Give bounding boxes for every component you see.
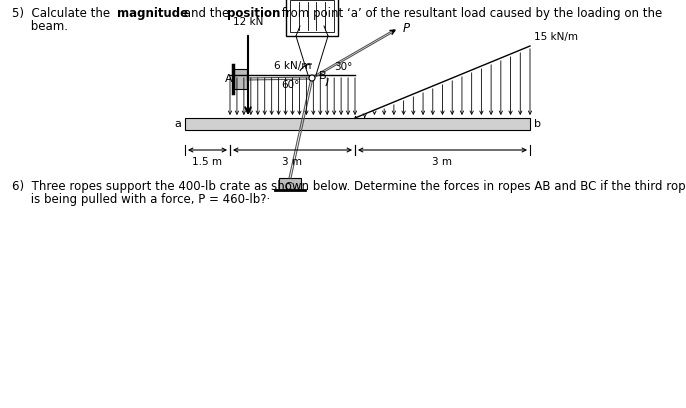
Text: 60°: 60°: [281, 80, 299, 90]
Text: B: B: [319, 71, 327, 81]
Text: position: position: [227, 7, 281, 20]
Text: 3 m: 3 m: [432, 157, 453, 167]
Text: 12 kN: 12 kN: [233, 17, 263, 27]
Text: 3 m: 3 m: [283, 157, 303, 167]
Text: 1.5 m: 1.5 m: [193, 157, 222, 167]
Bar: [290, 0, 334, 32]
Text: C: C: [284, 182, 292, 192]
Circle shape: [309, 75, 315, 81]
Text: 5)  Calculate the: 5) Calculate the: [12, 7, 114, 20]
Text: from point ‘a’ of the resultant load caused by the loading on the: from point ‘a’ of the resultant load cau…: [278, 7, 662, 20]
Text: a: a: [174, 119, 181, 129]
Bar: [185, 118, 530, 130]
Bar: [233, 69, 247, 89]
Text: is being pulled with a force, P = 460-lb?·: is being pulled with a force, P = 460-lb…: [12, 193, 270, 206]
Bar: [279, 178, 301, 190]
Text: 6 kN/m: 6 kN/m: [274, 61, 311, 71]
Text: 30°: 30°: [334, 62, 353, 72]
Text: 6)  Three ropes support the 400-lb crate as shown below. Determine the forces in: 6) Three ropes support the 400-lb crate …: [12, 180, 686, 193]
Text: P: P: [402, 22, 410, 35]
Text: beam.: beam.: [12, 20, 68, 33]
Text: 15 kN/m: 15 kN/m: [534, 32, 578, 42]
Text: b: b: [534, 119, 541, 129]
Text: A: A: [225, 74, 233, 84]
Text: and the: and the: [180, 7, 233, 20]
Bar: [286, 0, 338, 36]
Text: magnitude: magnitude: [117, 7, 188, 20]
